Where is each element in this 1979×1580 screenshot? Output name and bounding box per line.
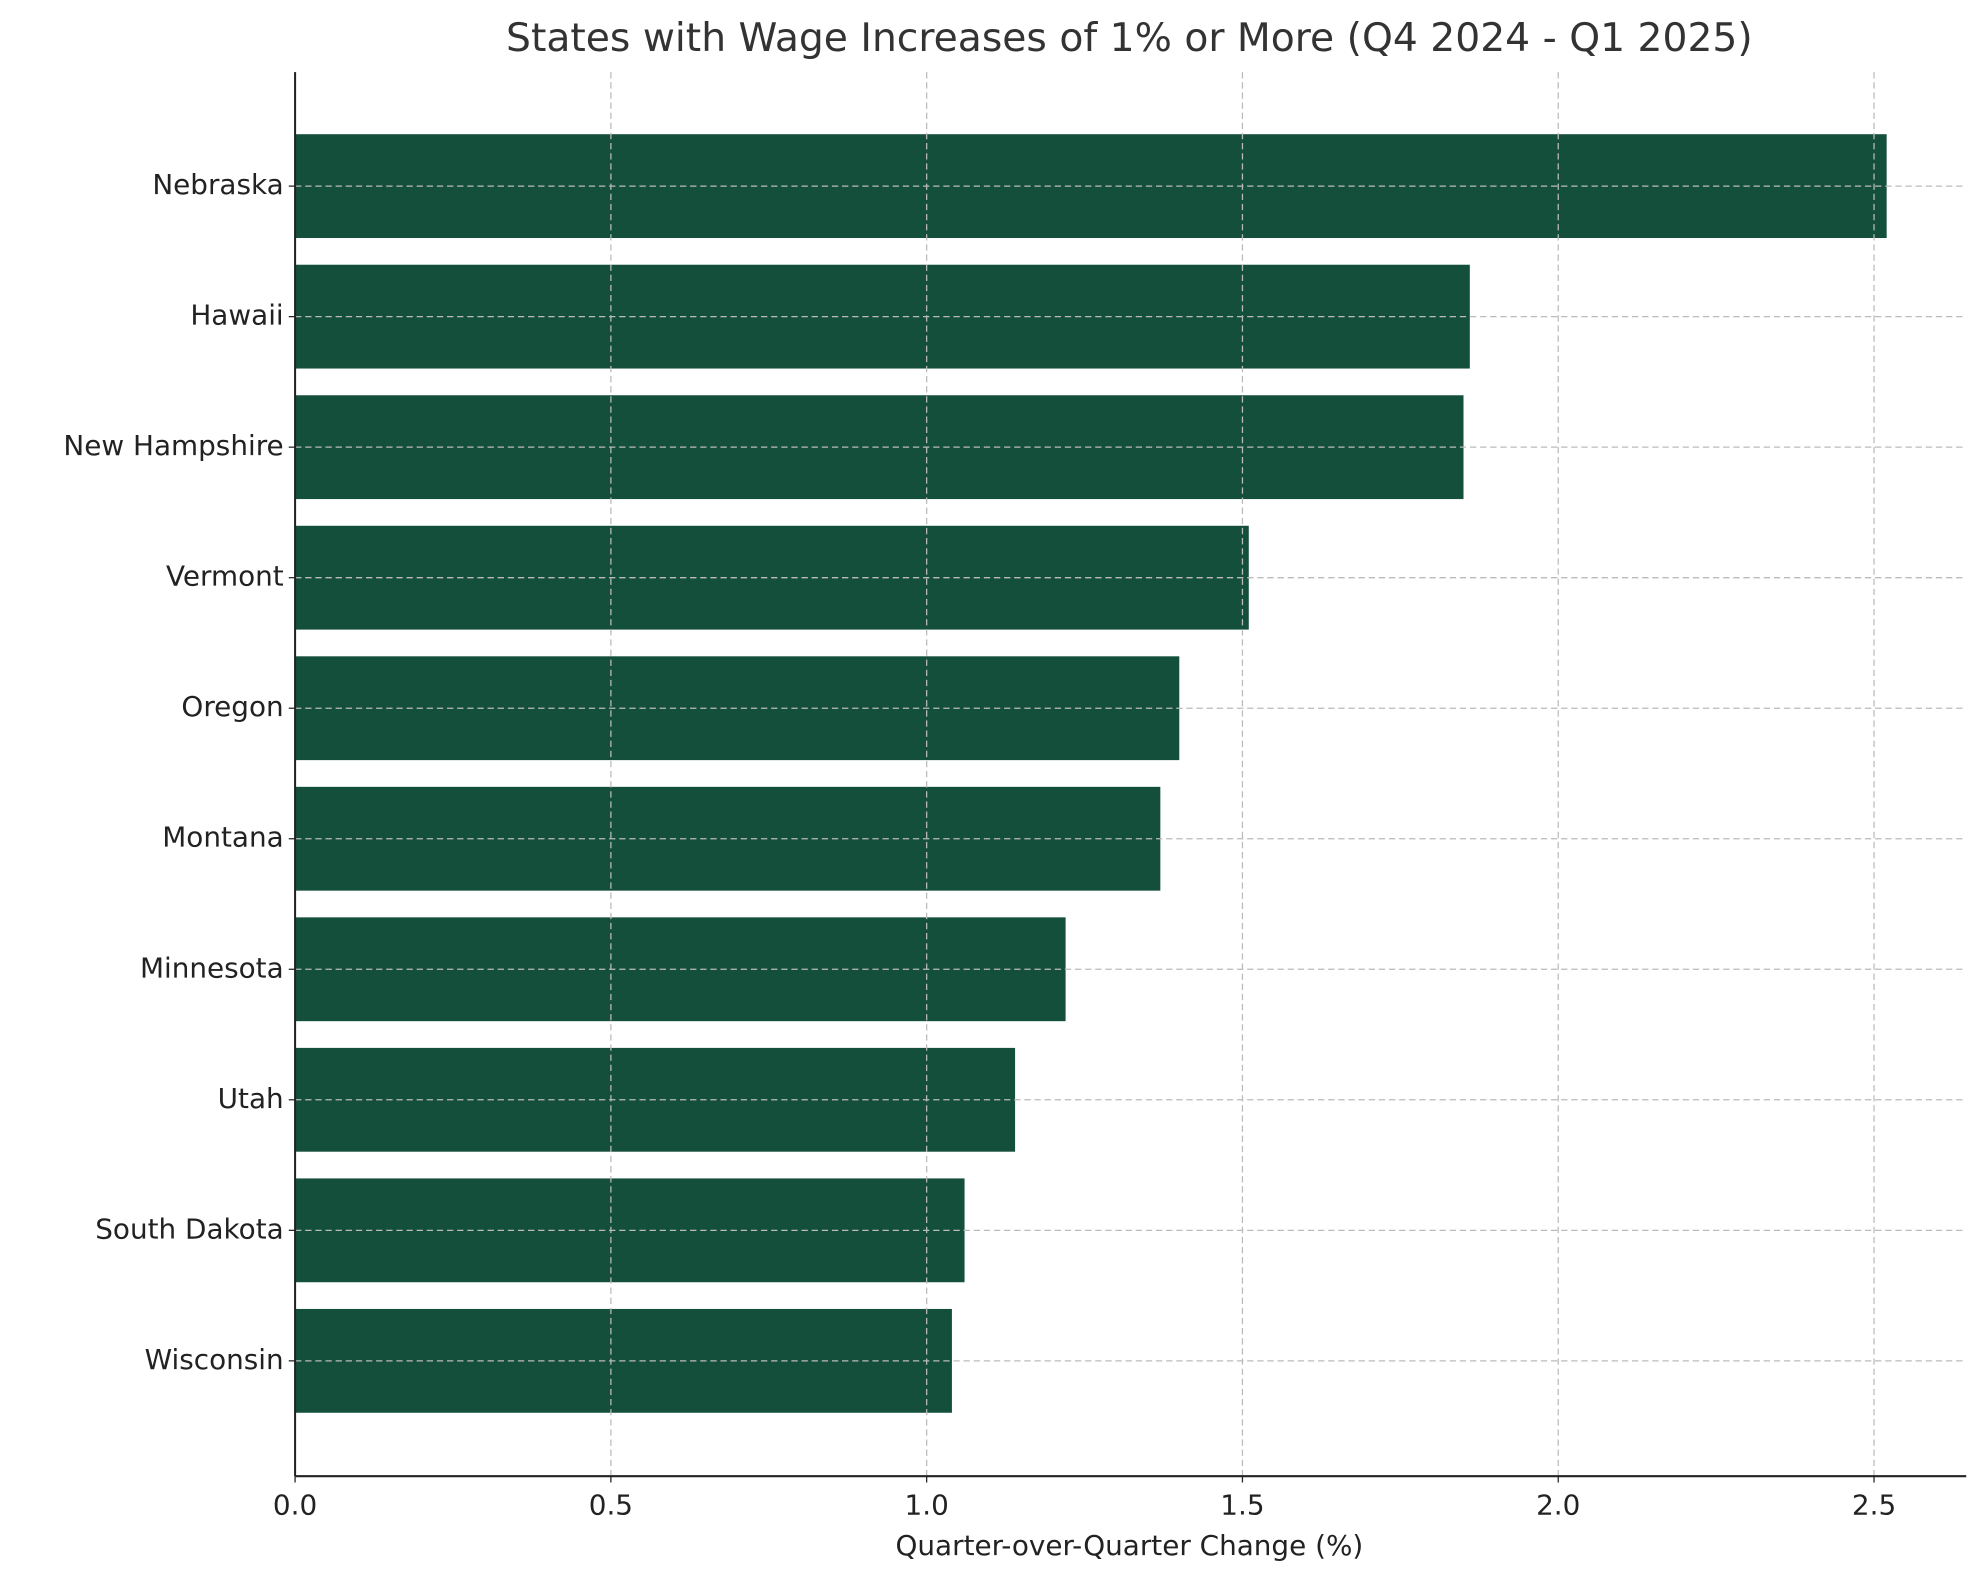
y-tick-label: Wisconsin xyxy=(145,1343,284,1376)
y-tick-label: Montana xyxy=(162,821,283,854)
y-tick-label: Utah xyxy=(218,1082,284,1115)
y-tick-label: Nebraska xyxy=(152,168,283,201)
y-tick-label: Oregon xyxy=(181,690,283,723)
x-tick-label: 2.5 xyxy=(1852,1489,1896,1522)
y-tick-label: Vermont xyxy=(166,560,284,593)
x-tick-label: 0.0 xyxy=(273,1489,317,1522)
chart-title: States with Wage Increases of 1% or More… xyxy=(506,16,1753,61)
x-tick-label: 2.0 xyxy=(1536,1489,1580,1522)
x-axis-label: Quarter-over-Quarter Change (%) xyxy=(895,1529,1363,1562)
y-tick-label: Minnesota xyxy=(140,951,284,984)
y-tick-label: Hawaii xyxy=(190,299,283,332)
y-tick-label: South Dakota xyxy=(95,1212,283,1245)
y-tick-label: New Hampshire xyxy=(63,429,283,462)
x-tick-label: 0.5 xyxy=(589,1489,633,1522)
x-tick-label: 1.0 xyxy=(905,1489,949,1522)
x-tick-label: 1.5 xyxy=(1220,1489,1264,1522)
